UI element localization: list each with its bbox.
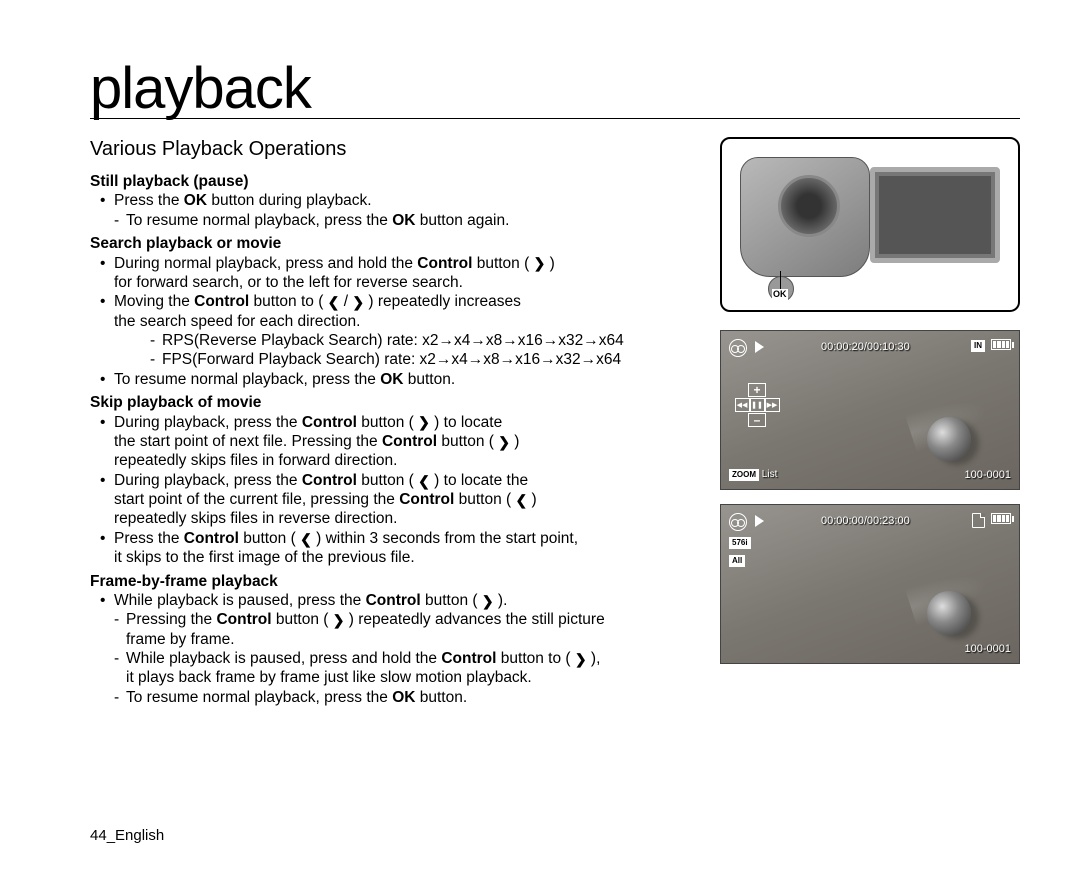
osd-time: 00:00:20/00:10:30 [821,341,910,353]
battery-icon [991,513,1011,527]
lcd-screenshot-1: 00:00:20/00:10:30 IN + ◀◀ ❚❚ ▶▶ – ZOOM L… [720,330,1020,490]
res-badge: 576i [729,537,751,549]
page-number: 44 [90,827,107,844]
heading-skip-playback: Skip playback of movie [90,393,696,412]
text: While playback is paused, press and hold… [126,649,696,668]
list-item: While playback is paused, press the Cont… [114,591,696,707]
text: repeatedly skips files in reverse direct… [114,509,696,528]
text: start point of the current file, pressin… [114,490,696,509]
ok-label: OK [772,289,788,312]
left-arrow-icon: ❮ [300,532,312,546]
right-arrow-icon: ❯ [482,594,494,608]
text-bold: OK [184,192,207,209]
text: RPS(Reverse Playback Search) rate: x2→x4… [162,331,696,350]
osd-file: 100-0001 [965,469,1012,481]
lcd-screenshot-2: 00:00:00/00:23:00 576i All 100-0001 [720,504,1020,664]
text: it plays back frame by frame just like s… [126,668,696,687]
pause-icon: ❚❚ [750,398,765,412]
list-item: During playback, press the Control butto… [114,471,696,529]
play-icon [755,515,764,527]
camcorder-illustration: OK [720,137,1020,312]
card-icon [972,513,985,531]
section-subtitle: Various Playback Operations [90,137,696,162]
list-item: Press the OK button during playback. To … [114,191,696,230]
page-lang: English [115,827,164,844]
reel-icon [729,513,747,531]
all-badge: All [729,555,745,567]
text: repeatedly skips files in forward direct… [114,451,696,470]
heading-frame-playback: Frame-by-frame playback [90,572,696,591]
battery-icon [991,339,1011,353]
right-arrow-icon: ❯ [534,256,546,270]
text: To resume normal playback, press the OK … [126,688,696,707]
right-arrow-icon: ❯ [418,415,430,429]
text: frame by frame. [126,630,696,649]
page-title: playback [90,60,1020,119]
list-item: Moving the Control button to ( ❮ / ❯ ) r… [114,292,696,370]
text: Press the [114,192,184,209]
control-cluster: + ◀◀ ❚❚ ▶▶ – [731,383,783,431]
text: the search speed for each direction. [114,312,696,331]
text: the start point of next file. Pressing t… [114,432,696,451]
text: for forward search, or to the left for r… [114,273,696,292]
text-column: Various Playback Operations Still playba… [90,137,696,707]
forward-icon: ▶▶ [765,398,780,412]
rewind-icon: ◀◀ [735,398,750,412]
list-item: Press the Control button ( ❮ ) within 3 … [114,529,696,568]
left-arrow-icon: ❮ [328,295,340,309]
heading-search-playback: Search playback or movie [90,234,696,253]
right-arrow-icon: ❯ [498,435,510,449]
text: To resume normal playback, press the OK … [126,211,696,230]
right-arrow-icon: ❯ [352,295,364,309]
list-item: During playback, press the Control butto… [114,413,696,471]
minus-icon: – [748,413,766,427]
content-wrapper: Various Playback Operations Still playba… [90,137,1020,707]
heading-still-playback: Still playback (pause) [90,172,696,191]
text: FPS(Forward Playback Search) rate: x2→x4… [162,350,696,369]
image-column: OK 00:00:20/00:10:30 IN + ◀◀ ❚❚ ▶▶ – ZOO… [720,137,1020,707]
text: button during playback. [207,192,372,209]
list-item: To resume normal playback, press the OK … [114,370,696,389]
play-icon [755,341,764,353]
list-item: During normal playback, press and hold t… [114,254,696,293]
right-arrow-icon: ❯ [575,652,587,666]
left-arrow-icon: ❮ [515,493,527,507]
osd-time: 00:00:00/00:23:00 [821,515,910,527]
page-footer: 44_English [90,827,164,844]
text: Pressing the Control button ( ❯ ) repeat… [126,610,696,629]
in-badge: IN [971,340,985,352]
reel-icon [729,339,747,357]
plus-icon: + [748,383,766,397]
left-arrow-icon: ❮ [418,474,430,488]
zoom-badge: ZOOM List [729,469,777,481]
text: it skips to the first image of the previ… [114,548,696,567]
right-arrow-icon: ❯ [333,613,345,627]
osd-file: 100-0001 [965,643,1012,655]
